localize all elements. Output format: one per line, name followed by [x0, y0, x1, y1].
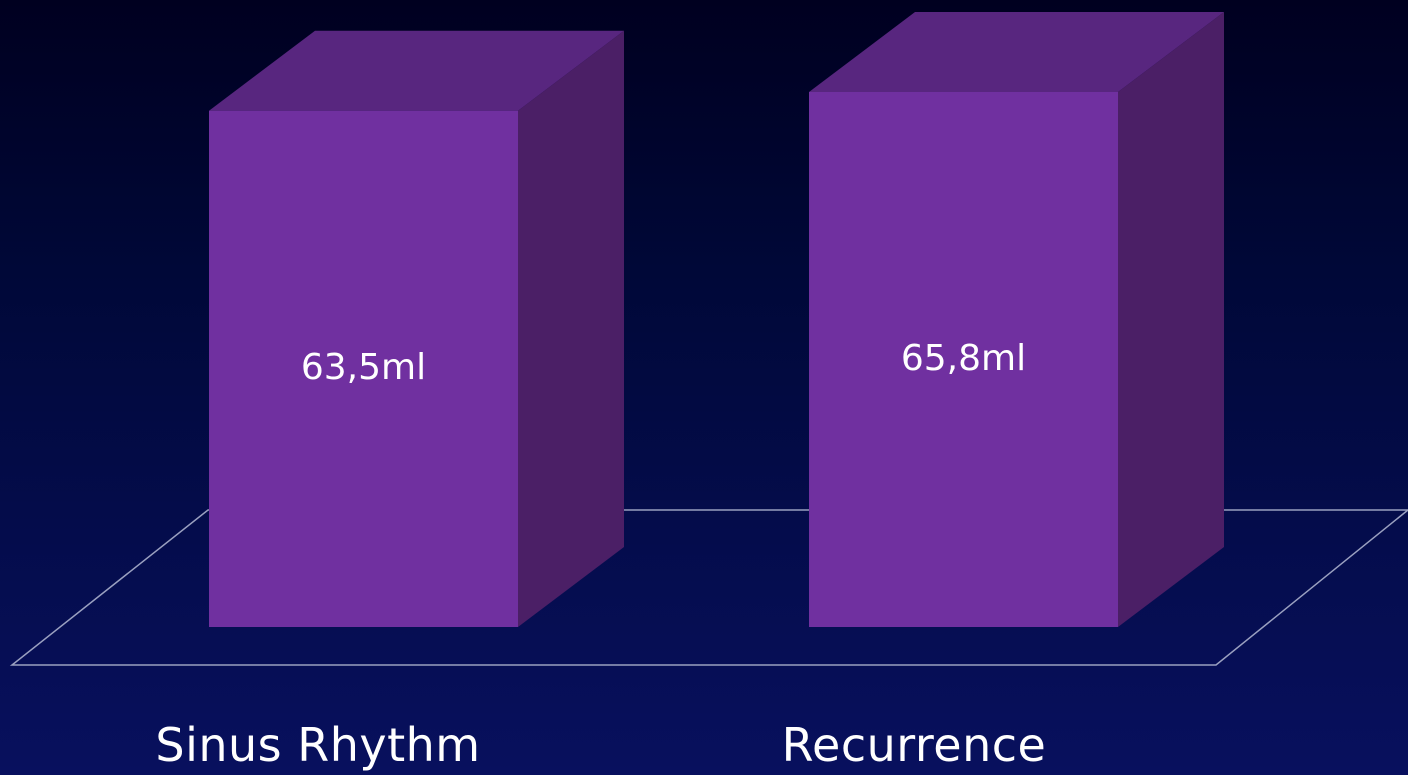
bar-top-sinus-rhythm: [209, 30, 624, 111]
bar-sinus-rhythm: [209, 110, 518, 627]
data-label-sinus-rhythm: 63,5ml: [301, 347, 426, 388]
bar-recurrence: [809, 92, 1118, 627]
category-label-sinus-rhythm: Sinus Rhythm: [155, 718, 481, 772]
bar-side-sinus-rhythm: [518, 30, 624, 627]
category-label-recurrence: Recurrence: [781, 718, 1047, 772]
chart-floor: [9, 509, 1408, 666]
bar-side-recurrence: [1118, 12, 1224, 627]
bars-group: 63,5ml 65,8ml: [209, 12, 1224, 627]
bar-top-recurrence: [809, 12, 1224, 92]
data-label-recurrence: 65,8ml: [901, 338, 1026, 379]
